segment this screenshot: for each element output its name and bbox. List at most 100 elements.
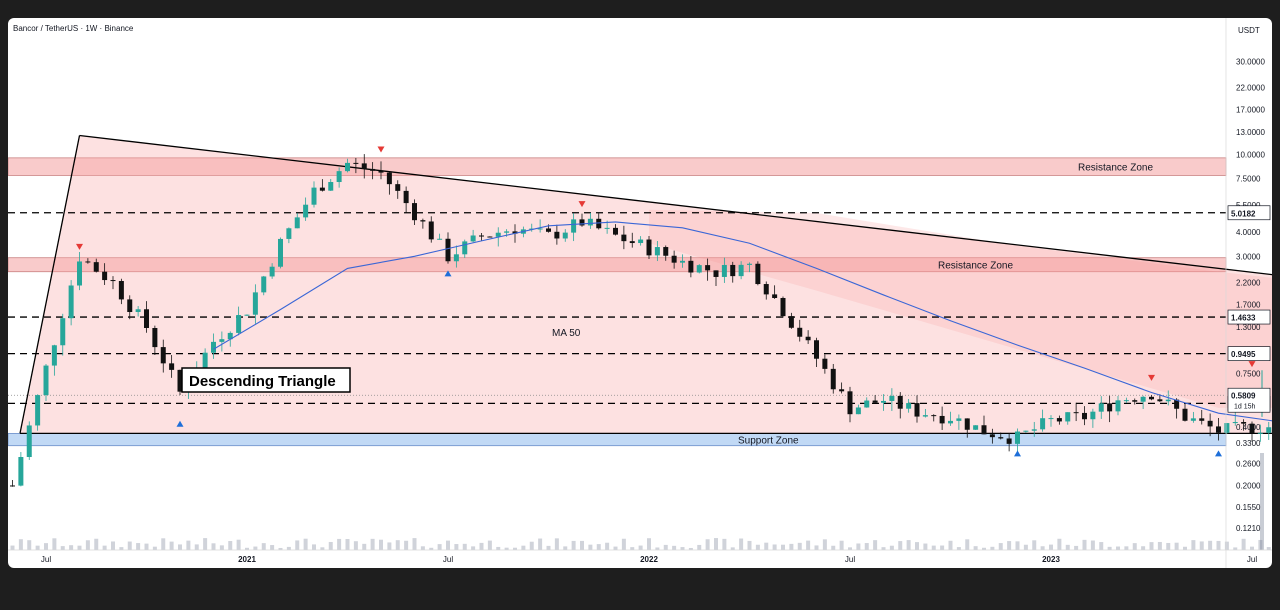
candle-body: [479, 235, 484, 237]
candle-body: [227, 332, 233, 340]
candle-body: [1123, 400, 1129, 402]
volume-bar: [1132, 543, 1137, 550]
candle-body: [211, 341, 216, 353]
candle-body: [1065, 412, 1071, 422]
candle-body: [328, 182, 334, 191]
volume-bar: [931, 545, 936, 550]
volume-bar: [10, 545, 15, 550]
price-tick: 22.0000: [1236, 84, 1265, 93]
candle-body: [470, 235, 476, 242]
volume-bar: [286, 546, 291, 550]
candle-body: [1006, 438, 1012, 444]
candle-body: [1140, 396, 1146, 402]
candle-body: [202, 352, 208, 371]
candle-body: [738, 264, 744, 277]
candle-body: [604, 227, 610, 229]
volume-bar: [60, 546, 65, 550]
level-tag-bg-0: [1227, 205, 1271, 221]
candle-body: [261, 276, 267, 293]
volume-bar: [982, 547, 986, 550]
volume-bar: [889, 545, 894, 550]
candle-body: [353, 162, 359, 164]
candle-body: [663, 247, 669, 256]
candle-body: [1241, 422, 1247, 424]
candle-body: [906, 403, 912, 409]
swing-low-marker-0: [176, 420, 184, 427]
candle-body: [998, 437, 1004, 439]
volume-bar: [479, 542, 484, 550]
volume-bar: [1032, 540, 1037, 550]
volume-bar: [228, 541, 233, 550]
ma50-label: MA 50: [552, 328, 581, 339]
candle-body: [1031, 429, 1037, 431]
price-chart[interactable]: 30.0000 22.0000 17.0000 13.0000 10.0000 7.500…: [8, 18, 1272, 568]
candle-body: [378, 170, 384, 173]
candle-body: [973, 425, 979, 430]
volume-bar: [404, 540, 409, 550]
level-tag-2: 0.9495: [1231, 350, 1256, 359]
candle-body: [721, 264, 727, 277]
candle-body: [855, 407, 861, 415]
volume-bar: [295, 540, 300, 550]
volume-bar: [429, 547, 434, 550]
volume-bar: [705, 539, 710, 550]
triangle-upper-trendline: [79, 134, 1272, 276]
volume-bar: [1166, 542, 1171, 550]
candle-body: [537, 228, 543, 230]
candle-body: [445, 238, 451, 262]
candle-body: [688, 260, 694, 273]
candle-body: [1174, 399, 1180, 409]
volume-bar: [18, 539, 23, 550]
candle-body: [127, 299, 133, 312]
volume-bar: [194, 544, 199, 550]
candle-body: [512, 231, 518, 234]
volume-bar: [437, 544, 442, 550]
volume-bar: [52, 538, 57, 550]
candle-body: [705, 265, 711, 271]
candle-body: [26, 425, 32, 458]
candle-body: [135, 309, 141, 312]
volume-bar: [538, 538, 543, 550]
volume-bar: [1191, 540, 1196, 550]
candle-body: [914, 403, 920, 417]
volume-bar: [839, 540, 844, 550]
candle-body: [294, 217, 300, 229]
volume-bar: [864, 543, 869, 550]
candle-body: [252, 292, 258, 315]
volume-bar: [1241, 538, 1246, 550]
volume-spike-0: [1260, 453, 1264, 550]
volume-bar: [764, 542, 769, 550]
volume-bar: [588, 544, 593, 550]
volume-bar: [1250, 546, 1254, 550]
price-tick: 0.3300: [1236, 439, 1261, 448]
candle-body: [554, 231, 560, 239]
volume-bar: [1266, 547, 1271, 550]
candle-body: [830, 368, 836, 390]
volume-bar: [831, 545, 836, 550]
candle-body: [546, 228, 551, 232]
candle-body: [788, 316, 794, 328]
swing-low-marker-2: [1014, 450, 1021, 457]
candle-body: [981, 425, 987, 435]
volume-bar: [580, 540, 584, 550]
volume-bar: [178, 544, 182, 550]
candle-body: [1023, 430, 1029, 432]
volume-bar: [152, 546, 157, 550]
volume-bar: [144, 543, 149, 550]
price-tick: 0.1210: [1236, 524, 1261, 533]
candle-body: [1040, 418, 1046, 430]
volume-bar: [1149, 542, 1154, 550]
volume-bar: [119, 547, 124, 550]
volume-bar: [529, 541, 534, 550]
price-tick: 1.3000: [1236, 323, 1261, 332]
candle-body: [236, 315, 242, 333]
candle-body: [319, 187, 325, 191]
level-tag-0: 5.0182: [1231, 209, 1256, 218]
volume-bar: [571, 540, 576, 550]
volume-bar: [77, 545, 82, 550]
candle-body: [772, 294, 778, 298]
volume-bar: [856, 543, 861, 550]
volume-bar: [714, 538, 718, 550]
volume-bar: [412, 538, 417, 550]
volume-bar: [781, 544, 785, 550]
